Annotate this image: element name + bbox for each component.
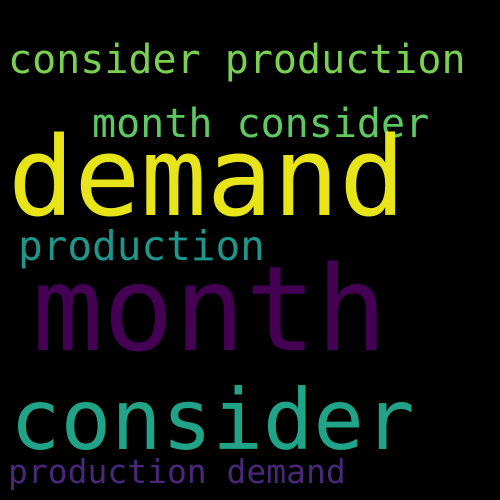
word-month-consider: month consider <box>92 101 430 147</box>
word-demand: demand <box>8 113 406 241</box>
word-consider-production: consider production <box>8 37 466 83</box>
word-consider: consider <box>10 371 415 469</box>
word-production: production <box>18 222 265 270</box>
word-month: month <box>32 240 388 378</box>
word-production-demand: production demand <box>8 452 346 491</box>
